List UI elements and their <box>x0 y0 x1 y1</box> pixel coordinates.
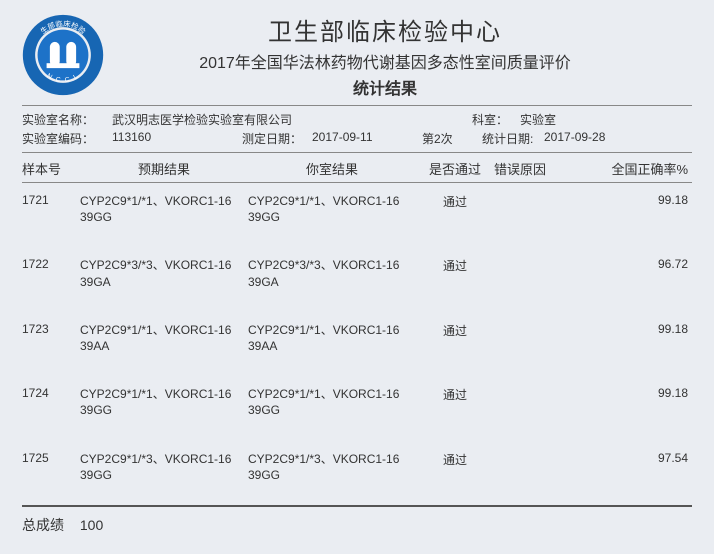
col-pass: 是否通过 <box>416 159 494 178</box>
col-error: 错误原因 <box>494 159 572 178</box>
stat-title: 统计结果 <box>118 75 652 99</box>
cell-error <box>494 257 572 289</box>
table-row: 1724CYP2C9*1/*1、VKORC1-1639GGCYP2C9*1/*1… <box>22 376 692 440</box>
cell-expected: CYP2C9*3/*3、VKORC1-1639GA <box>80 257 248 289</box>
col-yours: 你室结果 <box>248 159 416 178</box>
cell-rate: 99.18 <box>572 322 692 354</box>
meas-date-label: 测定日期： <box>242 130 312 147</box>
cell-error <box>494 386 572 418</box>
lab-code-label: 实验室编码： <box>22 130 112 147</box>
lab-code-value: 113160 <box>112 130 242 147</box>
footer: 总成绩 100 <box>22 505 692 535</box>
sub-title: 2017年全国华法林药物代谢基因多态性室间质量评价 <box>118 49 652 73</box>
cell-expected: CYP2C9*1/*3、VKORC1-1639GG <box>80 451 248 483</box>
cell-rate: 96.72 <box>572 257 692 289</box>
dept-label: 科室： <box>472 111 520 128</box>
cell-sample: 1723 <box>22 322 80 354</box>
col-rate: 全国正确率% <box>572 159 692 178</box>
round-label: 第2次 <box>422 130 482 147</box>
cell-error <box>494 322 572 354</box>
cell-pass: 通过 <box>416 322 494 354</box>
lab-name-value: 武汉明志医学检验实验室有限公司 <box>112 111 472 128</box>
cell-sample: 1722 <box>22 257 80 289</box>
stat-date-value: 2017-09-28 <box>544 130 605 147</box>
cell-pass: 通过 <box>416 451 494 483</box>
cell-pass: 通过 <box>416 193 494 225</box>
dept-value: 实验室 <box>520 111 556 128</box>
cell-error <box>494 193 572 225</box>
meas-date-value: 2017-09-11 <box>312 130 422 147</box>
cell-expected: CYP2C9*1/*1、VKORC1-1639GG <box>80 386 248 418</box>
cell-yours: CYP2C9*1/*1、VKORC1-1639GG <box>248 193 416 225</box>
total-label: 总成绩 <box>22 517 64 533</box>
nccl-logo: 生部临床检验 N C C L <box>22 14 104 96</box>
cell-yours: CYP2C9*1/*1、VKORC1-1639GG <box>248 386 416 418</box>
lab-name-label: 实验室名称： <box>22 111 112 128</box>
cell-rate: 99.18 <box>572 193 692 225</box>
cell-sample: 1721 <box>22 193 80 225</box>
cell-rate: 97.54 <box>572 451 692 483</box>
col-sample: 样本号 <box>22 159 80 178</box>
col-expected: 预期结果 <box>80 159 248 178</box>
header: 生部临床检验 N C C L 卫生部临床检验中心 2017年全国华法林药物代谢基… <box>22 12 692 99</box>
table-body: 1721CYP2C9*1/*1、VKORC1-1639GGCYP2C9*1/*1… <box>22 183 692 505</box>
cell-expected: CYP2C9*1/*1、VKORC1-1639AA <box>80 322 248 354</box>
cell-expected: CYP2C9*1/*1、VKORC1-1639GG <box>80 193 248 225</box>
cell-error <box>494 451 572 483</box>
total-value: 100 <box>80 517 103 533</box>
cell-sample: 1725 <box>22 451 80 483</box>
cell-pass: 通过 <box>416 257 494 289</box>
cell-yours: CYP2C9*3/*3、VKORC1-1639GA <box>248 257 416 289</box>
table-row: 1722CYP2C9*3/*3、VKORC1-1639GACYP2C9*3/*3… <box>22 247 692 311</box>
cell-yours: CYP2C9*1/*1、VKORC1-1639AA <box>248 322 416 354</box>
main-title: 卫生部临床检验中心 <box>118 12 652 47</box>
table-header: 样本号 预期结果 你室结果 是否通过 错误原因 全国正确率% <box>22 153 692 183</box>
cell-sample: 1724 <box>22 386 80 418</box>
meta-block: 实验室名称： 武汉明志医学检验实验室有限公司 科室： 实验室 实验室编码： 11… <box>22 105 692 153</box>
title-block: 卫生部临床检验中心 2017年全国华法林药物代谢基因多态性室间质量评价 统计结果 <box>118 12 692 99</box>
table-row: 1721CYP2C9*1/*1、VKORC1-1639GGCYP2C9*1/*1… <box>22 183 692 247</box>
stat-date-label: 统计日期: <box>482 130 544 147</box>
table-row: 1723CYP2C9*1/*1、VKORC1-1639AACYP2C9*1/*1… <box>22 312 692 376</box>
cell-pass: 通过 <box>416 386 494 418</box>
cell-yours: CYP2C9*1/*3、VKORC1-1639GG <box>248 451 416 483</box>
cell-rate: 99.18 <box>572 386 692 418</box>
table-row: 1725CYP2C9*1/*3、VKORC1-1639GGCYP2C9*1/*3… <box>22 441 692 505</box>
